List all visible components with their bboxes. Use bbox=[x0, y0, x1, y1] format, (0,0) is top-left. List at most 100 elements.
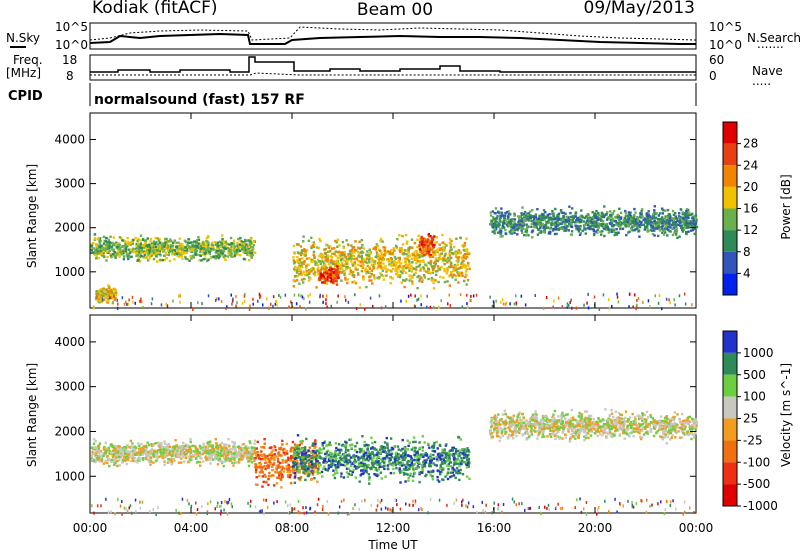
echo-cell bbox=[342, 253, 344, 255]
noise-cell bbox=[430, 306, 432, 309]
echo-cell bbox=[522, 223, 524, 225]
echo-cell bbox=[544, 211, 546, 213]
noise-cell bbox=[638, 297, 640, 300]
echo-cell bbox=[560, 228, 562, 230]
echo-cell bbox=[416, 287, 418, 289]
echo-cell bbox=[116, 465, 118, 467]
noise-cell bbox=[642, 301, 644, 304]
echo-cell bbox=[206, 442, 208, 444]
echo-cell bbox=[374, 246, 376, 248]
echo-cell bbox=[571, 226, 573, 228]
echo-cell bbox=[389, 282, 391, 284]
echo-cell bbox=[325, 244, 327, 246]
echo-cell bbox=[116, 246, 118, 248]
echo-cell bbox=[140, 235, 142, 237]
echo-cell bbox=[279, 454, 281, 456]
echo-cell bbox=[570, 220, 572, 222]
echo-cell bbox=[442, 246, 444, 248]
echo-cell bbox=[299, 444, 301, 446]
echo-cell bbox=[202, 451, 204, 453]
echo-cell bbox=[192, 445, 194, 447]
noise-cell bbox=[179, 301, 181, 304]
echo-cell bbox=[617, 232, 619, 234]
echo-cell bbox=[121, 245, 123, 247]
echo-cell bbox=[653, 209, 655, 211]
echo-cell bbox=[127, 237, 129, 239]
echo-cell bbox=[371, 273, 373, 275]
echo-cell bbox=[407, 256, 409, 258]
echo-cell bbox=[131, 457, 133, 459]
echo-cell bbox=[513, 226, 515, 228]
echo-cell bbox=[395, 268, 397, 270]
echo-cell bbox=[138, 445, 140, 447]
noise-cell bbox=[244, 300, 246, 303]
echo-cell bbox=[253, 447, 255, 449]
echo-cell bbox=[316, 481, 318, 483]
echo-cell bbox=[176, 447, 178, 449]
echo-cell bbox=[126, 253, 128, 255]
echo-cell bbox=[525, 214, 527, 216]
echo-cell bbox=[465, 238, 467, 240]
echo-cell bbox=[209, 441, 211, 443]
echo-cell bbox=[633, 225, 635, 227]
echo-cell bbox=[254, 440, 256, 442]
echo-cell bbox=[125, 250, 127, 252]
echo-cell bbox=[663, 233, 665, 235]
echo-cell bbox=[310, 237, 312, 239]
echo-cell bbox=[190, 441, 192, 443]
echo-cell bbox=[204, 451, 206, 453]
echo-cell bbox=[357, 264, 359, 266]
echo-cell bbox=[365, 254, 367, 256]
echo-cell bbox=[673, 214, 675, 216]
echo-cell bbox=[196, 453, 198, 455]
echo-cell bbox=[186, 258, 188, 260]
echo-cell bbox=[287, 457, 289, 459]
echo-cell bbox=[519, 227, 521, 229]
echo-cell bbox=[458, 274, 460, 276]
echo-cell bbox=[433, 287, 435, 289]
colorbar-tick-label: 8 bbox=[743, 245, 751, 259]
echo-cell bbox=[624, 217, 626, 219]
echo-cell bbox=[296, 259, 298, 261]
echo-cell bbox=[298, 252, 300, 254]
echo-cell bbox=[217, 463, 219, 465]
echo-cell bbox=[97, 238, 99, 240]
echo-cell bbox=[455, 279, 457, 281]
echo-cell bbox=[456, 260, 458, 262]
echo-cell bbox=[107, 290, 109, 292]
echo-cell bbox=[257, 466, 259, 468]
noise-cell bbox=[325, 302, 327, 305]
noise-cell bbox=[466, 302, 468, 305]
echo-cell bbox=[189, 446, 191, 448]
nsky-tick-top: 10^5 bbox=[55, 20, 88, 34]
echo-cell bbox=[313, 254, 315, 256]
echo-cell bbox=[676, 237, 678, 239]
noise-cell bbox=[272, 305, 274, 308]
echo-cell bbox=[212, 458, 214, 460]
echo-cell bbox=[179, 456, 181, 458]
echo-cell bbox=[263, 481, 265, 483]
noise-cell bbox=[322, 295, 324, 298]
echo-cell bbox=[424, 276, 426, 278]
echo-cell bbox=[600, 223, 602, 225]
noise-cell bbox=[447, 302, 449, 305]
noise-cell bbox=[117, 307, 119, 310]
echo-cell bbox=[340, 279, 342, 281]
echo-cell bbox=[361, 250, 363, 252]
echo-cell bbox=[172, 451, 174, 453]
echo-cell bbox=[463, 256, 465, 258]
echo-cell bbox=[587, 213, 589, 215]
colorbar-segment bbox=[723, 209, 737, 231]
echo-cell bbox=[252, 246, 254, 248]
echo-cell bbox=[401, 235, 403, 237]
echo-cell bbox=[625, 212, 627, 214]
echo-cell bbox=[332, 263, 334, 265]
echo-cell bbox=[357, 251, 359, 253]
y-tick-label: 1000 bbox=[54, 265, 85, 279]
noise-cell bbox=[400, 300, 402, 303]
echo-cell bbox=[257, 441, 259, 443]
echo-cell bbox=[192, 255, 194, 257]
echo-cell bbox=[210, 449, 212, 451]
noise-cell bbox=[421, 303, 423, 306]
cpid-label: CPID bbox=[8, 89, 43, 104]
